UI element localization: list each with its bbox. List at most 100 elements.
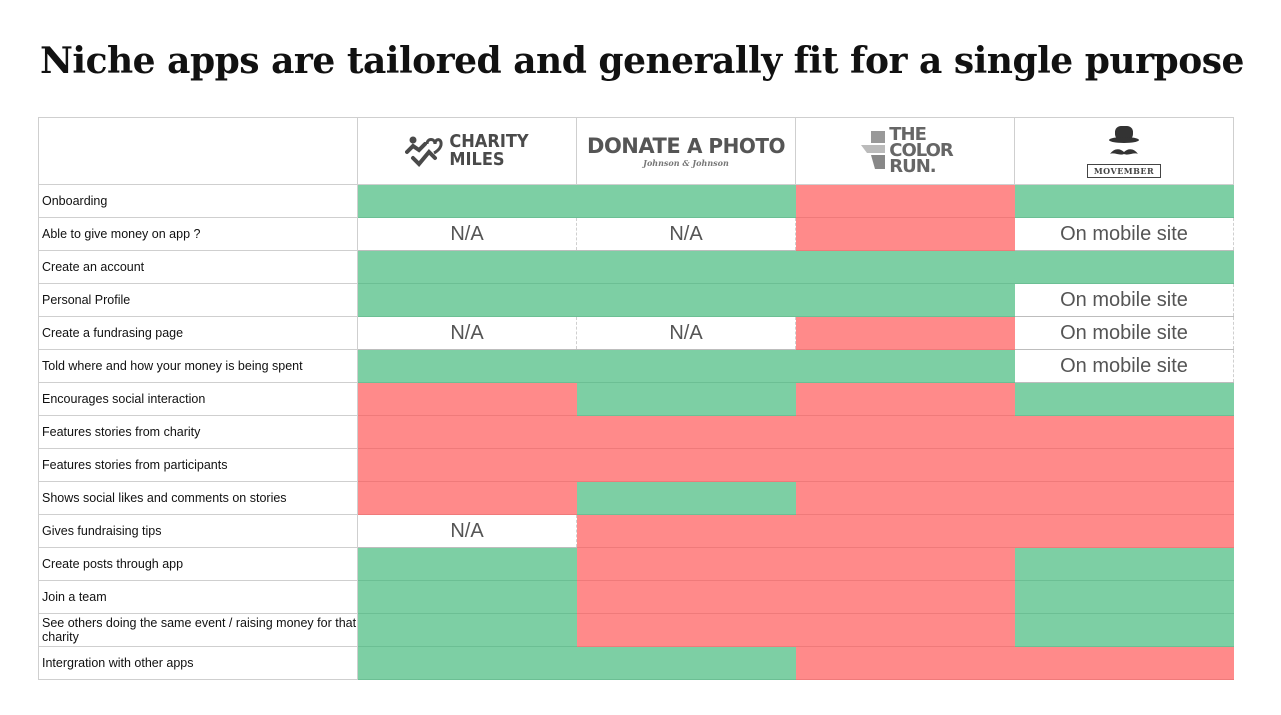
johnson-johnson-text: Johnson & Johnson [643, 158, 729, 168]
status-cell [795, 613, 1015, 647]
movember-logo: MOVEMBER [1015, 118, 1233, 184]
status-cell [357, 349, 577, 383]
row-label: Able to give money on app ? [38, 217, 358, 251]
charity-miles-line1: CHARITY [449, 131, 529, 152]
table-row: Features stories from charity [38, 415, 1234, 449]
cell-note: On mobile site [1060, 288, 1188, 311]
table-row: Create an account [38, 250, 1234, 284]
table-row: Told where and how your money is being s… [38, 349, 1234, 383]
status-cell [576, 184, 796, 218]
row-label: Shows social likes and comments on stori… [38, 481, 358, 515]
status-cell [795, 547, 1015, 581]
row-label: Told where and how your money is being s… [38, 349, 358, 383]
row-label: Features stories from participants [38, 448, 358, 482]
status-cell [1014, 382, 1234, 416]
hat-mustache-icon [1108, 126, 1139, 155]
status-cell [1014, 547, 1234, 581]
row-label: Gives fundraising tips [38, 514, 358, 548]
row-label: Create posts through app [38, 547, 358, 581]
cell-note: N/A [450, 519, 484, 542]
status-cell [357, 184, 577, 218]
status-cell [795, 514, 1015, 548]
column-header-movember: MOVEMBER [1014, 117, 1234, 185]
charity-miles-line2: MILES [449, 149, 505, 170]
table-row: Onboarding [38, 184, 1234, 218]
status-cell: N/A [357, 316, 577, 350]
status-cell [576, 283, 796, 317]
color-run-line3: RUN. [889, 156, 936, 177]
cell-note: N/A [669, 222, 703, 245]
status-cell: On mobile site [1014, 316, 1234, 350]
row-label: Intergration with other apps [38, 646, 358, 680]
status-cell [1014, 184, 1234, 218]
charity-miles-logo: CHARITY MILES [358, 118, 576, 184]
status-cell [795, 184, 1015, 218]
status-cell: N/A [357, 514, 577, 548]
status-cell [1014, 514, 1234, 548]
status-cell: N/A [576, 217, 796, 251]
status-cell [357, 283, 577, 317]
cell-note: N/A [450, 222, 484, 245]
status-cell [1014, 646, 1234, 680]
status-cell [795, 646, 1015, 680]
table-row: Features stories from participants [38, 448, 1234, 482]
status-cell [795, 448, 1015, 482]
status-cell: On mobile site [1014, 283, 1234, 317]
status-cell [357, 448, 577, 482]
status-cell [357, 481, 577, 515]
table-row: Able to give money on app ? N/A N/A On mobi… [38, 217, 1234, 251]
status-cell [795, 580, 1015, 614]
status-cell [795, 283, 1015, 317]
status-cell [1014, 448, 1234, 482]
status-cell [795, 349, 1015, 383]
status-cell [576, 514, 796, 548]
color-run-line2: COLOR [889, 140, 954, 161]
donate-word: DONATE [587, 134, 681, 158]
status-cell [576, 349, 796, 383]
table-row: Encourages social interaction [38, 382, 1234, 416]
column-header-charity-miles: CHARITY MILES [357, 117, 577, 185]
status-cell [795, 382, 1015, 416]
row-label: Create a fundrasing page [38, 316, 358, 350]
status-cell [576, 415, 796, 449]
header-corner-cell [38, 117, 358, 185]
status-cell: N/A [357, 217, 577, 251]
cell-note: On mobile site [1060, 222, 1188, 245]
status-cell: On mobile site [1014, 217, 1234, 251]
page-title: Niche apps are tailored and generally fi… [40, 40, 1244, 82]
status-cell [576, 580, 796, 614]
cell-note: N/A [450, 321, 484, 344]
table-row: Intergration with other apps [38, 646, 1234, 680]
status-cell [795, 415, 1015, 449]
row-label: Personal Profile [38, 283, 358, 317]
row-label: Onboarding [38, 184, 358, 218]
status-cell [357, 547, 577, 581]
status-cell: On mobile site [1014, 349, 1234, 383]
donate-a-photo-logo: DONATE A PHOTO Johnson & Johnson [577, 118, 795, 184]
status-cell [1014, 481, 1234, 515]
cell-note: On mobile site [1060, 321, 1188, 344]
status-cell [357, 250, 577, 284]
table-row: Create posts through app [38, 547, 1234, 581]
row-label: Features stories from charity [38, 415, 358, 449]
cell-note: N/A [669, 321, 703, 344]
status-cell [795, 250, 1015, 284]
color-run-swoosh-icon [861, 131, 886, 169]
status-cell [795, 217, 1015, 251]
status-cell [357, 382, 577, 416]
row-label: Encourages social interaction [38, 382, 358, 416]
status-cell [795, 316, 1015, 350]
table-header-row: CHARITY MILES DONATE A PHOTO Johnson & J… [38, 117, 1234, 185]
comparison-table: CHARITY MILES DONATE A PHOTO Johnson & J… [38, 117, 1234, 680]
table-row: Join a team [38, 580, 1234, 614]
column-header-donate-a-photo: DONATE A PHOTO Johnson & Johnson [576, 117, 796, 185]
table-row: Shows social likes and comments on stori… [38, 481, 1234, 515]
table-row: Gives fundraising tips N/A [38, 514, 1234, 548]
status-cell [576, 646, 796, 680]
color-run-line1: THE [889, 124, 927, 145]
status-cell [357, 580, 577, 614]
status-cell [576, 613, 796, 647]
status-cell [357, 646, 577, 680]
status-cell [1014, 250, 1234, 284]
row-label: See others doing the same event / raisin… [38, 613, 358, 647]
